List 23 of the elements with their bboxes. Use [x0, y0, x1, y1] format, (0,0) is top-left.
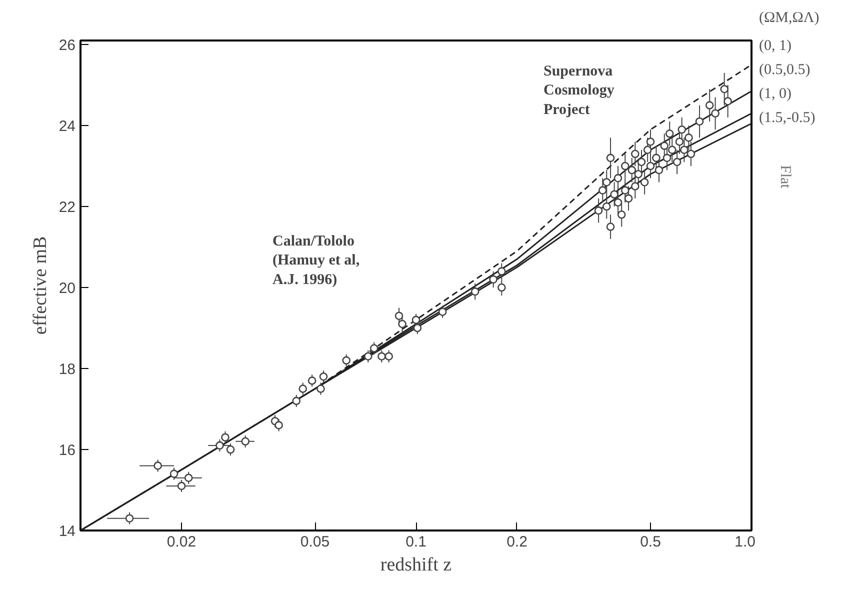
x-axis-title: redshift z	[380, 554, 452, 576]
y-tick-label: 26	[58, 37, 76, 54]
x-tick-label: 0.2	[506, 534, 528, 550]
annotation: Calan/Tololo (Hamuy et al, A.J. 1996)	[272, 234, 360, 288]
annotation: Supernova Cosmology Project	[544, 64, 615, 118]
series-label: (0.5,0.5)	[759, 61, 810, 80]
series-label: (1, 0)	[759, 85, 792, 104]
y-tick-label: 18	[58, 361, 76, 378]
x-tick-label: 0.05	[300, 534, 330, 550]
x-tick-label: 0.02	[166, 534, 196, 550]
series-label: (0, 1)	[759, 37, 792, 56]
legend-title: (ΩM,ΩΛ)	[759, 9, 820, 28]
text: Flat	[776, 165, 794, 188]
series-label: (1.5,-0.5)	[759, 109, 816, 128]
y-tick-label: 24	[58, 118, 76, 136]
y-tick-label: 16	[58, 442, 76, 460]
y-tick-label: 14	[58, 523, 76, 540]
y-tick-label: 22	[58, 199, 76, 216]
x-tick-label: 1.0	[734, 534, 756, 550]
y-axis-title: effective mB	[30, 236, 51, 335]
y-tick-label: 20	[58, 280, 76, 298]
x-tick-label: 0.5	[640, 534, 661, 550]
x-tick-label: 0.1	[406, 534, 426, 550]
